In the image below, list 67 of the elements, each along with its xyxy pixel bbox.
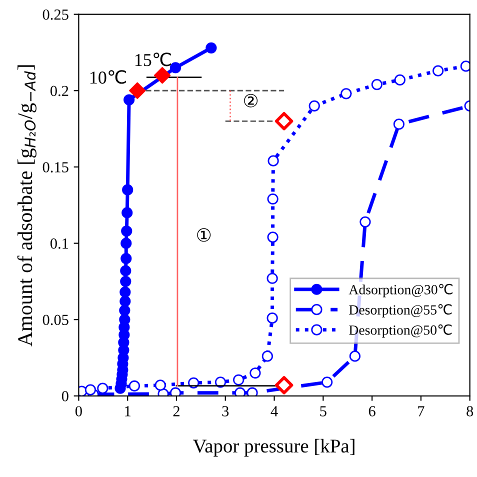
x-tick-label: 3 (222, 406, 229, 416)
point (206, 42, 217, 54)
x-tick-label: 4 (270, 406, 278, 416)
point (120, 276, 132, 287)
point (432, 65, 444, 76)
y-tick-label: 0.25 (42, 9, 68, 20)
y-tick-label: 0.1 (50, 238, 68, 249)
point (120, 238, 132, 249)
x-tick-label: 8 (466, 406, 474, 416)
point (308, 100, 320, 112)
x-tick-label: 2 (173, 406, 180, 416)
y-tick-label: 0 (62, 391, 68, 402)
point (340, 88, 352, 100)
x-tick-label: 6 (368, 406, 376, 416)
point (250, 367, 261, 379)
point (246, 387, 258, 396)
point (268, 155, 279, 166)
point (154, 380, 166, 391)
point (360, 216, 371, 228)
point (120, 286, 131, 298)
annotation: ① (197, 228, 211, 242)
annotation: ② (244, 94, 258, 108)
point (394, 74, 406, 86)
point (154, 67, 171, 84)
legend-label: Desorption@55℃ (349, 304, 452, 318)
x-tick-label: 7 (418, 406, 424, 416)
point (371, 78, 383, 90)
point (274, 376, 294, 394)
x-tick-label: 0 (75, 406, 82, 416)
point (122, 184, 134, 196)
point (393, 118, 405, 130)
y-tick-label: 0.05 (42, 314, 68, 326)
point (266, 272, 278, 284)
point (120, 296, 131, 307)
y-tick-label: 0.15 (42, 162, 68, 172)
point (119, 304, 130, 316)
legend-label: Adsorption@30℃ (348, 284, 452, 298)
legend-label: Desorption@50℃ (349, 324, 452, 338)
x-tick-label: 1 (125, 406, 130, 416)
point (120, 265, 132, 276)
x-tick-label: 5 (320, 406, 326, 416)
point (460, 60, 470, 72)
point (170, 387, 182, 396)
annotation: 10℃ (90, 70, 126, 84)
point (170, 62, 182, 74)
point (119, 314, 130, 326)
point (267, 232, 278, 243)
point (349, 350, 361, 362)
point (122, 207, 133, 218)
point (97, 382, 108, 394)
point (266, 312, 278, 324)
point (267, 193, 278, 205)
point (124, 94, 135, 106)
y-tick-label: 0.2 (50, 86, 68, 96)
point (120, 252, 132, 264)
point (322, 376, 333, 388)
point (128, 380, 140, 392)
point (84, 384, 96, 396)
point (262, 350, 273, 362)
point (274, 112, 294, 130)
x-axis-title: Vapor pressure [kPa] (192, 438, 354, 457)
point (234, 387, 246, 396)
annotation: 15℃ (135, 52, 171, 66)
point (121, 226, 132, 237)
point (233, 374, 244, 386)
y-axis-title: Amount of adsorbate [g$_{H₂O}$/g$_{−Ad}$] (17, 65, 36, 346)
point (129, 82, 146, 99)
